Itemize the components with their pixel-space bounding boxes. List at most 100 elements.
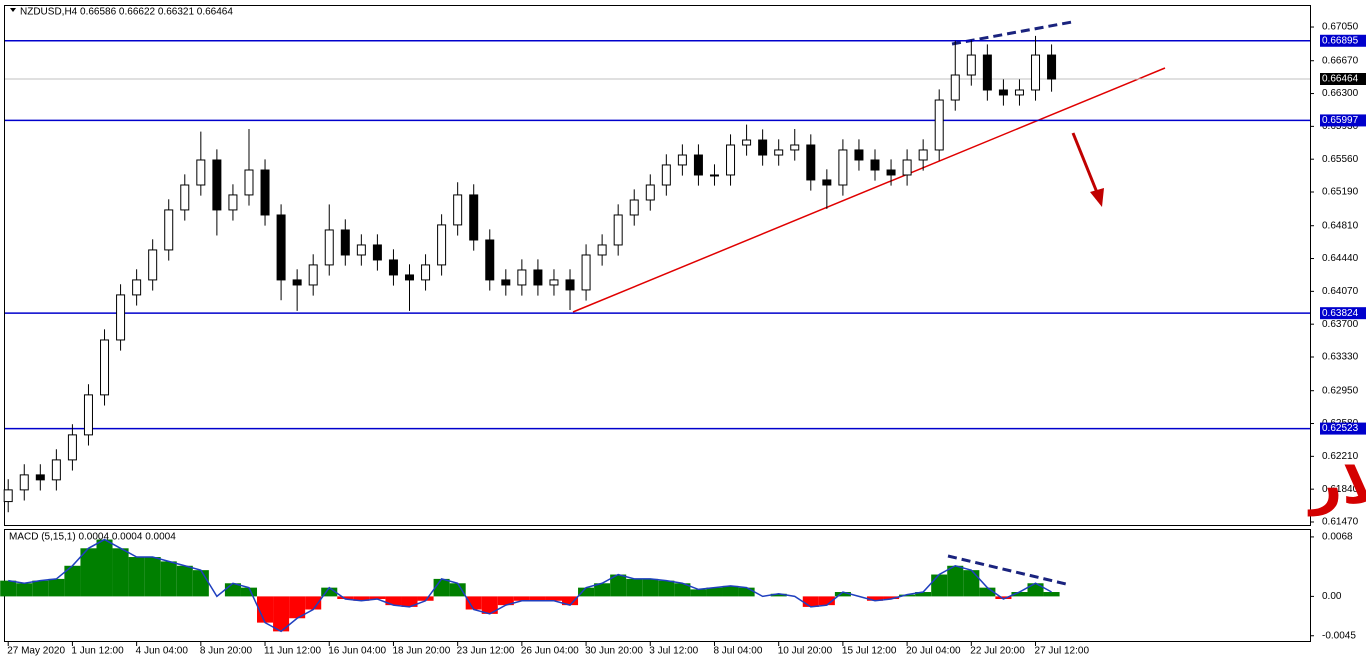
x-tick-label: 15 Jul 12:00 <box>842 646 897 657</box>
macd-bar <box>770 593 787 597</box>
candle-body <box>292 279 302 286</box>
macd-bar <box>1043 592 1060 597</box>
y-tick-label: 0.65930 <box>1322 121 1359 132</box>
candle-body <box>244 169 254 196</box>
chart-title: NZDUSD,H4 0.66586 0.66622 0.66321 0.6646… <box>20 7 233 18</box>
x-tick-label: 10 Jul 20:00 <box>778 646 833 657</box>
candle-body <box>677 154 687 166</box>
macd-bar <box>899 594 916 597</box>
candle-body <box>35 474 45 481</box>
candle-body <box>308 264 318 286</box>
macd-bar <box>578 587 595 597</box>
macd-bar <box>337 596 354 600</box>
level-label-box <box>1320 34 1366 47</box>
y-tick-label: 0.00 <box>1322 591 1342 602</box>
y-tick-label: 0.65190 <box>1322 187 1359 198</box>
candle-body <box>405 274 415 281</box>
arrow-shaft <box>1071 132 1100 196</box>
candle-body <box>774 149 784 156</box>
macd-bar <box>561 596 579 606</box>
candle-body <box>854 149 864 161</box>
candle-body <box>581 254 591 291</box>
price-label: 0.66464 <box>1322 74 1359 85</box>
candle-body <box>421 264 431 281</box>
candle-body <box>469 194 479 241</box>
macd-bar <box>883 596 900 600</box>
macd-bar <box>96 539 113 597</box>
y-tick-label: 0.66300 <box>1322 88 1359 99</box>
y-tick-label: 0.62950 <box>1322 385 1359 396</box>
macd-bar <box>257 596 274 623</box>
macd-bar <box>513 596 530 601</box>
x-tick-label: 16 Jun 04:00 <box>328 646 386 657</box>
macd-bar <box>112 548 129 597</box>
y-tick-label: 0.65560 <box>1322 154 1359 165</box>
y-tick-label: 0.64810 <box>1322 220 1359 231</box>
candle-body <box>758 139 768 156</box>
x-tick-label: 8 Jun 20:00 <box>200 646 253 657</box>
macd-bar <box>497 596 514 606</box>
plot-layer: 0.67050 0.66670 0.66300 0.65930 0.65560 0.651… <box>0 22 1366 657</box>
x-tick-label: 30 Jun 20:00 <box>585 646 643 657</box>
macd-bar <box>738 587 755 597</box>
candle-body <box>180 184 190 211</box>
candle-body <box>629 199 639 216</box>
macd-bar <box>465 596 482 610</box>
macd-bar <box>642 578 659 597</box>
candle-body <box>742 139 752 146</box>
y-tick-label: 0.64070 <box>1322 286 1359 297</box>
y-tick-label: 0.61840 <box>1322 484 1359 495</box>
macd-bar <box>176 565 193 597</box>
candle-body <box>132 279 142 296</box>
candle-body <box>1047 54 1057 80</box>
macd-bar <box>674 583 691 597</box>
candle-body <box>276 214 286 281</box>
macd-bar <box>321 587 338 597</box>
macd-bar <box>449 583 466 597</box>
macd-bar <box>690 589 707 597</box>
macd-bar <box>80 548 97 597</box>
x-tick-label: 18 Jun 20:00 <box>392 646 450 657</box>
macd-bar <box>48 578 65 597</box>
level-label-box <box>1320 307 1366 320</box>
candle-body <box>212 159 222 211</box>
candle-body <box>709 174 719 177</box>
y-tick-label: 0.63330 <box>1322 352 1359 363</box>
macd-bar <box>626 578 643 597</box>
macd-bar <box>818 596 835 606</box>
candle-body <box>950 74 960 101</box>
candle-body <box>1031 54 1041 91</box>
candle-body <box>148 249 158 281</box>
x-tick-label: 1 Jun 12:00 <box>71 646 124 657</box>
macd-bar <box>144 557 161 597</box>
candle-body <box>726 144 736 176</box>
candle-body <box>67 434 77 461</box>
level-label: 0.62523 <box>1322 423 1359 434</box>
candle-body <box>966 54 976 76</box>
x-tick-label: 27 May 2020 <box>7 646 65 657</box>
candle-body <box>645 184 655 201</box>
y-tick-label: 0.67050 <box>1322 22 1359 33</box>
candle-body <box>549 279 559 286</box>
macd-bar <box>0 580 17 597</box>
macd-bar <box>802 596 819 607</box>
candle-body <box>822 179 832 186</box>
macd-bar <box>160 561 177 597</box>
macd-bar <box>594 583 611 597</box>
macd-divergence-line <box>947 554 1067 586</box>
macd-bar <box>722 585 739 597</box>
macd-bar <box>834 592 851 597</box>
candle-body <box>838 149 848 186</box>
candle-body <box>100 339 110 396</box>
macd-bar <box>995 596 1012 600</box>
candle-body <box>902 159 912 176</box>
macd-bar <box>16 583 33 597</box>
macd-bar <box>385 596 402 606</box>
level-label: 0.65997 <box>1322 115 1359 126</box>
x-tick-label: 11 Jun 12:00 <box>264 646 322 657</box>
candle-body <box>982 54 992 91</box>
x-tick-label: 26 Jun 04:00 <box>521 646 579 657</box>
candle-body <box>934 99 944 151</box>
